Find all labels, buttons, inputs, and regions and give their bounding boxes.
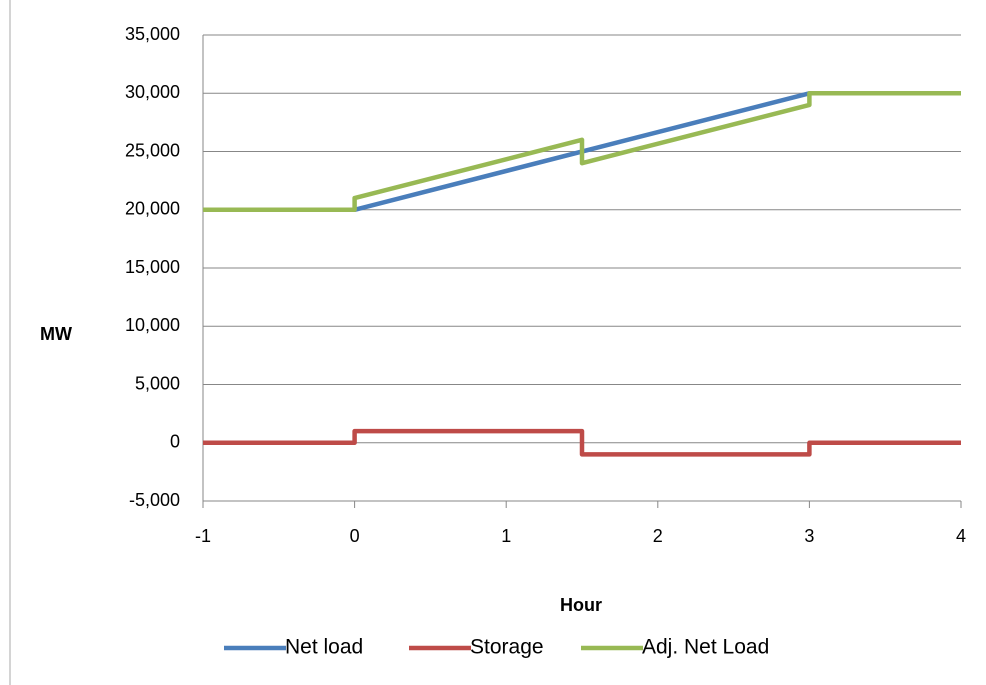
legend: Net load Storage Adj. Net Load <box>224 636 769 659</box>
legend-item-storage: Storage <box>409 636 544 659</box>
y-tick-label: 5,000 <box>135 373 180 393</box>
x-tick-label: 4 <box>956 526 966 546</box>
legend-label: Adj. Net Load <box>642 636 769 659</box>
series-lines <box>203 91 961 457</box>
y-tick-labels: -5,000 0 5,000 10,000 15,000 20,000 25,000 30,0… <box>125 24 180 510</box>
x-tick-label: -1 <box>195 526 211 546</box>
axes <box>202 35 962 508</box>
x-tick-label: 1 <box>501 526 511 546</box>
y-tick-label: 0 <box>170 432 180 452</box>
y-axis-title: MW <box>40 324 72 344</box>
y-tick-label: 15,000 <box>125 257 180 277</box>
y-tick-label: 10,000 <box>125 315 180 335</box>
x-axis-title: Hour <box>560 595 602 615</box>
legend-label: Net load <box>285 636 363 659</box>
series-line-storage <box>203 428 961 457</box>
x-tick-label: 3 <box>804 526 814 546</box>
x-tick-labels: -1 0 1 2 3 4 <box>195 526 966 546</box>
series-line-adj-net-load <box>203 91 961 213</box>
y-tick-label: 30,000 <box>125 82 180 102</box>
y-tick-label: -5,000 <box>129 490 180 510</box>
x-tick-label: 2 <box>653 526 663 546</box>
y-tick-label: 25,000 <box>125 140 180 160</box>
legend-item-adj-net-load: Adj. Net Load <box>581 636 769 659</box>
y-tick-label: 20,000 <box>125 199 180 219</box>
x-tick-label: 0 <box>350 526 360 546</box>
y-tick-label: 35,000 <box>125 24 180 44</box>
legend-label: Storage <box>470 636 544 659</box>
legend-item-net-load: Net load <box>224 636 363 659</box>
